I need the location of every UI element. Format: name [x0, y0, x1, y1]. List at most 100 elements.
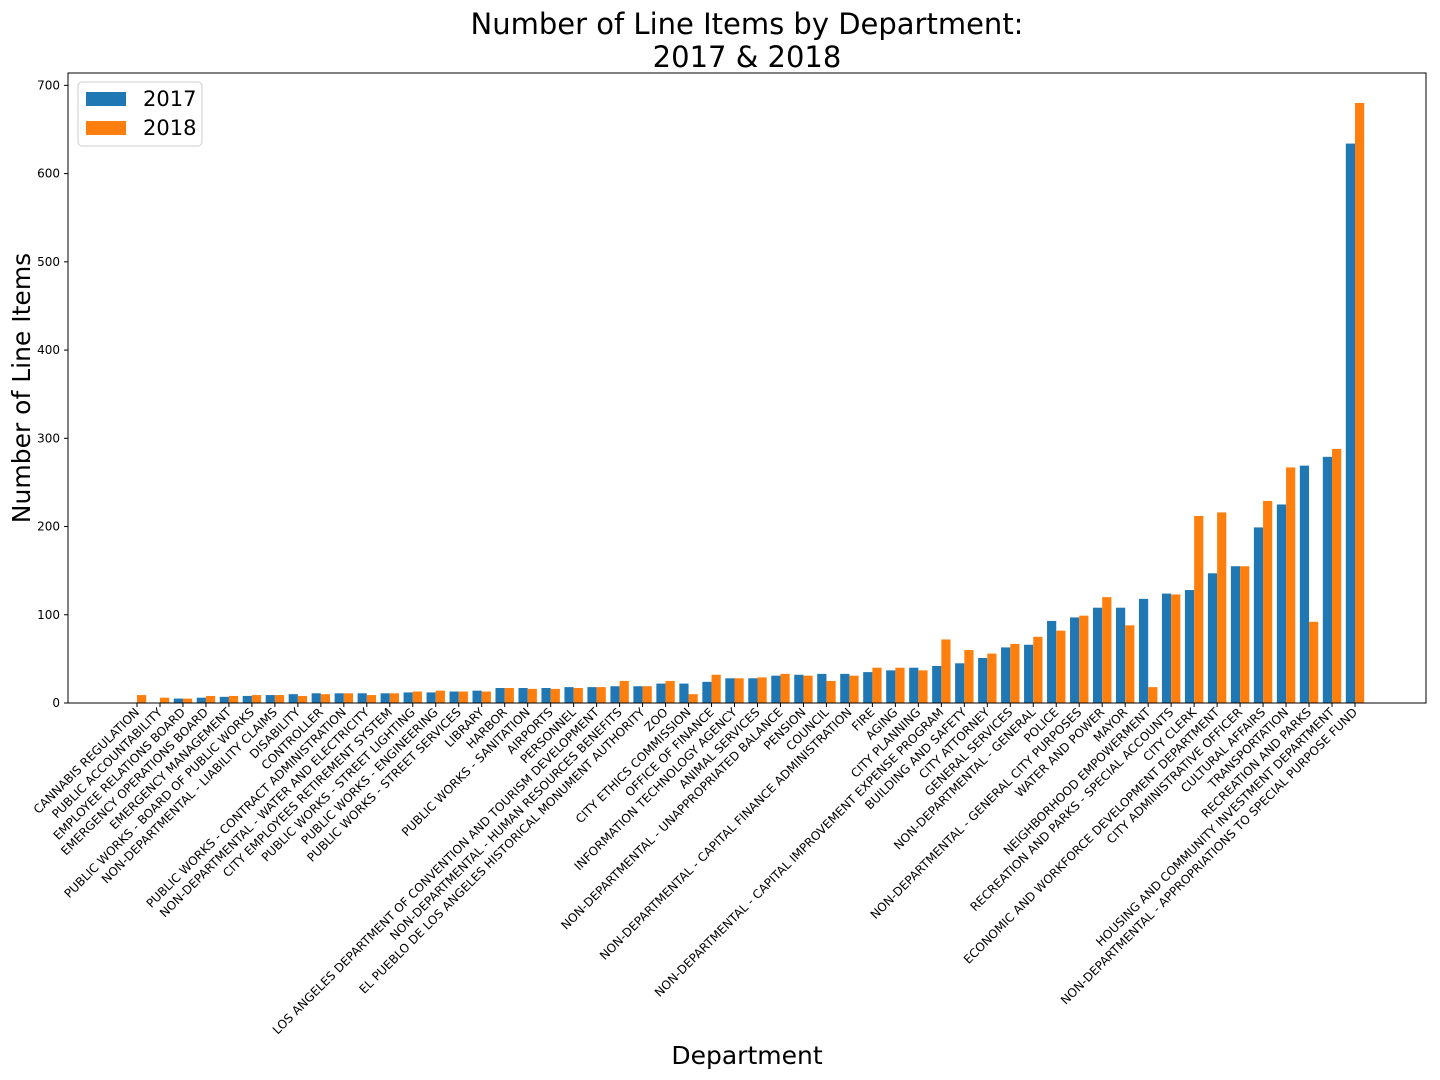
bar	[886, 670, 896, 703]
bar	[1207, 573, 1218, 703]
bar	[343, 693, 354, 703]
bar	[665, 680, 675, 703]
y-tick-label: 500	[37, 255, 60, 269]
bar	[803, 675, 813, 703]
bar	[228, 695, 239, 703]
bar	[619, 680, 629, 703]
bar	[840, 673, 850, 703]
y-tick-label: 0	[52, 696, 60, 710]
bar	[1217, 512, 1227, 703]
bar	[1010, 643, 1020, 703]
chart-title: Number of Line Items by Department:	[471, 7, 1024, 41]
bar	[495, 688, 505, 703]
bar	[817, 673, 827, 703]
bar	[771, 675, 781, 703]
bar	[481, 691, 491, 703]
bar	[1184, 590, 1195, 703]
bar	[1299, 465, 1310, 703]
bar	[725, 678, 735, 703]
bar	[932, 665, 942, 703]
bar	[872, 667, 882, 703]
bar	[412, 691, 422, 703]
bar	[849, 675, 859, 703]
bar	[288, 694, 298, 703]
bar	[1102, 597, 1112, 703]
bar	[964, 650, 974, 703]
bar	[1309, 621, 1319, 703]
bar	[587, 687, 597, 703]
bar	[449, 691, 459, 703]
bar	[1148, 687, 1158, 703]
bar	[656, 683, 666, 703]
bar	[987, 653, 997, 703]
bar	[297, 695, 308, 703]
bar	[1056, 630, 1066, 703]
bar	[564, 687, 574, 703]
bar	[550, 688, 560, 703]
bar	[251, 695, 262, 703]
bar	[1171, 594, 1181, 703]
bar	[895, 667, 905, 703]
bar	[1115, 607, 1126, 703]
bar	[1230, 566, 1241, 703]
bar	[159, 697, 170, 703]
bar	[426, 692, 436, 703]
bar	[955, 663, 965, 703]
bar	[541, 688, 551, 703]
bar	[1079, 615, 1089, 703]
bar	[610, 686, 620, 703]
bar	[265, 695, 275, 703]
bar	[978, 658, 988, 703]
bar	[1332, 448, 1342, 703]
bar	[711, 674, 721, 703]
bar	[1047, 620, 1057, 703]
bar	[173, 698, 183, 703]
y-tick-label: 400	[37, 343, 60, 357]
legend-label: 2018	[143, 116, 196, 140]
y-axis-label: Number of Line Items	[7, 253, 36, 523]
bar	[1276, 504, 1287, 703]
bar	[1070, 617, 1080, 703]
bar	[458, 691, 468, 703]
bar	[1024, 644, 1034, 703]
bar	[205, 695, 216, 703]
bar	[941, 639, 951, 703]
bar	[1033, 636, 1043, 703]
bar	[1125, 625, 1135, 703]
bar	[389, 693, 399, 703]
legend-swatch	[86, 92, 126, 106]
bar	[596, 687, 606, 703]
bar	[182, 698, 193, 703]
bar	[1253, 527, 1264, 703]
bar	[748, 678, 758, 703]
bar	[334, 693, 344, 703]
bar	[1093, 607, 1103, 703]
bar	[780, 673, 790, 703]
x-axis-label: Department	[671, 1041, 822, 1070]
y-tick-label: 300	[37, 431, 60, 445]
chart-title: 2017 & 2018	[653, 40, 842, 74]
bar	[794, 674, 804, 703]
bar	[504, 688, 514, 703]
bar	[1345, 143, 1355, 703]
bar	[688, 694, 698, 703]
bar	[242, 695, 252, 703]
bar	[527, 688, 537, 703]
bar	[702, 681, 712, 703]
y-tick-label: 100	[37, 608, 60, 622]
bar	[633, 686, 643, 703]
bar	[196, 697, 206, 703]
bar	[573, 688, 583, 703]
bar	[1322, 456, 1333, 703]
bar	[472, 690, 482, 703]
bar	[137, 695, 147, 703]
bar	[826, 680, 836, 703]
plot-frame	[67, 72, 1427, 704]
bar	[518, 688, 528, 703]
bar	[1001, 647, 1011, 703]
bar	[435, 690, 445, 703]
legend-swatch	[86, 121, 126, 135]
bar	[863, 672, 873, 703]
bar	[1286, 467, 1296, 703]
y-tick-label: 200	[37, 520, 60, 534]
